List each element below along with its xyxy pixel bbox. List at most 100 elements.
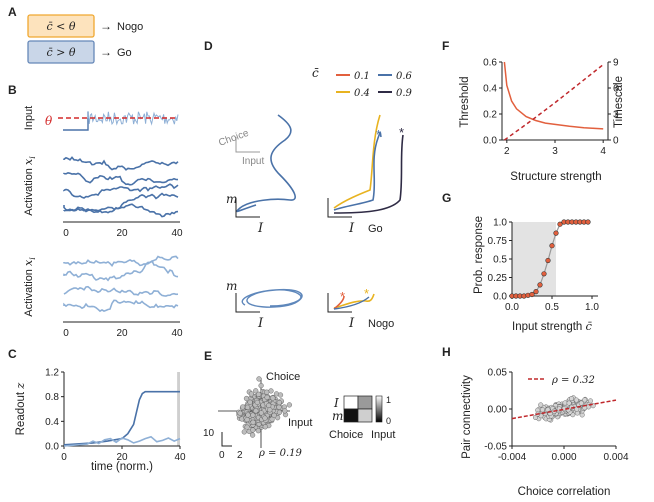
f-ytick-right-label: 9: [613, 58, 619, 69]
panel-label-h: H: [442, 345, 451, 359]
e-scatter-point: [258, 383, 264, 389]
go-arrow: →: [100, 45, 112, 59]
f-ytick-left-label: 0.2: [483, 110, 497, 121]
d-trajectory-04: [333, 114, 381, 209]
d-i-label: I: [257, 221, 264, 236]
e-scatter-point: [250, 432, 256, 438]
e-scatter-point: [250, 427, 256, 433]
e-scatter-point: [256, 391, 262, 397]
e-scatter-point: [264, 389, 270, 395]
e-scatter-point: [241, 429, 247, 435]
e-scale-y: 10: [203, 428, 215, 439]
panel-label-f: F: [442, 39, 449, 53]
d-loop-m-label: m: [226, 279, 237, 293]
h-ytick-label: -0.05: [484, 442, 507, 453]
activation-trace: [63, 171, 179, 186]
g-data-point: [529, 291, 535, 298]
d-legend-04: 0.4: [354, 88, 370, 99]
readout-xtick-label: 20: [116, 452, 128, 463]
activation-trace: [63, 285, 179, 297]
h-scatter-point: [566, 400, 572, 406]
f-ytick-right-label: 6: [613, 84, 619, 95]
e-matrix-cell-m-input: [357, 408, 373, 423]
input-axis-label: Input: [23, 106, 35, 130]
h-scatter-point: [582, 397, 588, 403]
f-xtick-label: 3: [552, 146, 558, 157]
e-scale-x0: 0: [219, 450, 225, 461]
activation-trace: [63, 259, 179, 282]
g-ylabel: Prob. response: [473, 216, 485, 294]
input-step: [63, 112, 89, 131]
e-scatter-point: [268, 388, 274, 394]
e-scatter-point: [253, 388, 259, 394]
g-ytick-label: 0.5: [493, 255, 507, 266]
e-scatter-point: [254, 399, 260, 405]
readout-shaded-window: [177, 372, 180, 446]
d-legend-06: 0.6: [396, 71, 413, 82]
f-ytick-left-label: 0.0: [483, 136, 497, 147]
g-ytick-label: 0.25: [488, 273, 508, 284]
f-xtick-label: 2: [504, 146, 510, 157]
d-go-label: Go: [368, 223, 383, 235]
d-legend-symbol: c̄: [312, 66, 319, 80]
readout-ytick-label: 1.2: [45, 368, 59, 379]
activation-trace: [63, 255, 179, 268]
g-xtick-label: 1.0: [585, 302, 599, 313]
panel-label-a: A: [8, 5, 17, 19]
readout-series-1: [63, 435, 181, 447]
h-xtick-label: 0.000: [551, 452, 576, 463]
g-data-point: [533, 289, 539, 295]
d-nogo-star-01: *: [340, 289, 345, 304]
h-scatter-point: [578, 400, 584, 406]
d-legend-01: 0.1: [354, 71, 370, 82]
f-series-left: [503, 61, 604, 130]
g-ytick-label: 0.75: [488, 236, 508, 247]
d-star-09: *: [399, 125, 404, 140]
g-data-point: [545, 257, 551, 264]
e-rho: ρ = 0.19: [258, 448, 303, 459]
e-matrix-cell-i-input: [357, 395, 373, 410]
readout-xtick-label: 40: [174, 452, 186, 463]
panel-label-d: D: [204, 39, 213, 53]
e-scatter-point: [247, 399, 253, 405]
g-data-point: [585, 219, 591, 225]
e-scatter-cloud: [236, 376, 292, 438]
d-nogo-axes: [327, 293, 352, 313]
h-scatter-point: [538, 402, 544, 408]
g-ytick-label: 1.0: [493, 218, 507, 229]
h-scatter-point: [588, 398, 593, 404]
h-scatter-point: [573, 397, 579, 403]
b-top-xtick: 40: [171, 228, 183, 239]
nogo-rule-text: c̄ < θ: [47, 20, 76, 33]
g-ytick-label: 0.0: [493, 292, 507, 303]
f-ytick-left-label: 0.6: [483, 58, 497, 69]
nogo-arrow: →: [100, 19, 112, 33]
e-scatter-point: [277, 392, 284, 398]
e-scatter-point: [264, 394, 270, 400]
e-scatter-point: [262, 424, 268, 430]
h-xlabel: Choice correlation: [518, 486, 611, 498]
readout-ylabel: Readout z: [13, 382, 27, 436]
panel-label-g: G: [442, 191, 451, 205]
b-bottom-xtick: 40: [171, 328, 183, 339]
h-ytick-label: 0.00: [488, 405, 508, 416]
theta-label: θ: [45, 114, 53, 128]
e-scatter-point: [276, 400, 282, 406]
e-input-label: Input: [288, 417, 312, 429]
d-nogo-trajectory-04: [333, 293, 375, 309]
e-matrix-col-choice: Choice: [329, 429, 363, 441]
readout-ytick-label: 0.0: [45, 442, 59, 453]
e-scatter-point: [244, 424, 250, 430]
readout-series-0: [63, 390, 180, 446]
activation-trace: [63, 156, 179, 171]
e-scatter-point: [271, 412, 277, 418]
connectivity-scatter: 0.05 0.00 -0.05-0.004 0.000 0.004: [484, 368, 629, 464]
activation-trace: [63, 299, 179, 313]
activation-traces-go: [63, 156, 179, 218]
e-scalebar: [221, 432, 232, 447]
g-xtick-label: 0.0: [505, 302, 519, 313]
d-nogo-label: Nogo: [368, 318, 394, 330]
h-scatter-point: [574, 406, 580, 412]
f-series-right: [503, 64, 604, 141]
g-data-point: [557, 221, 563, 227]
